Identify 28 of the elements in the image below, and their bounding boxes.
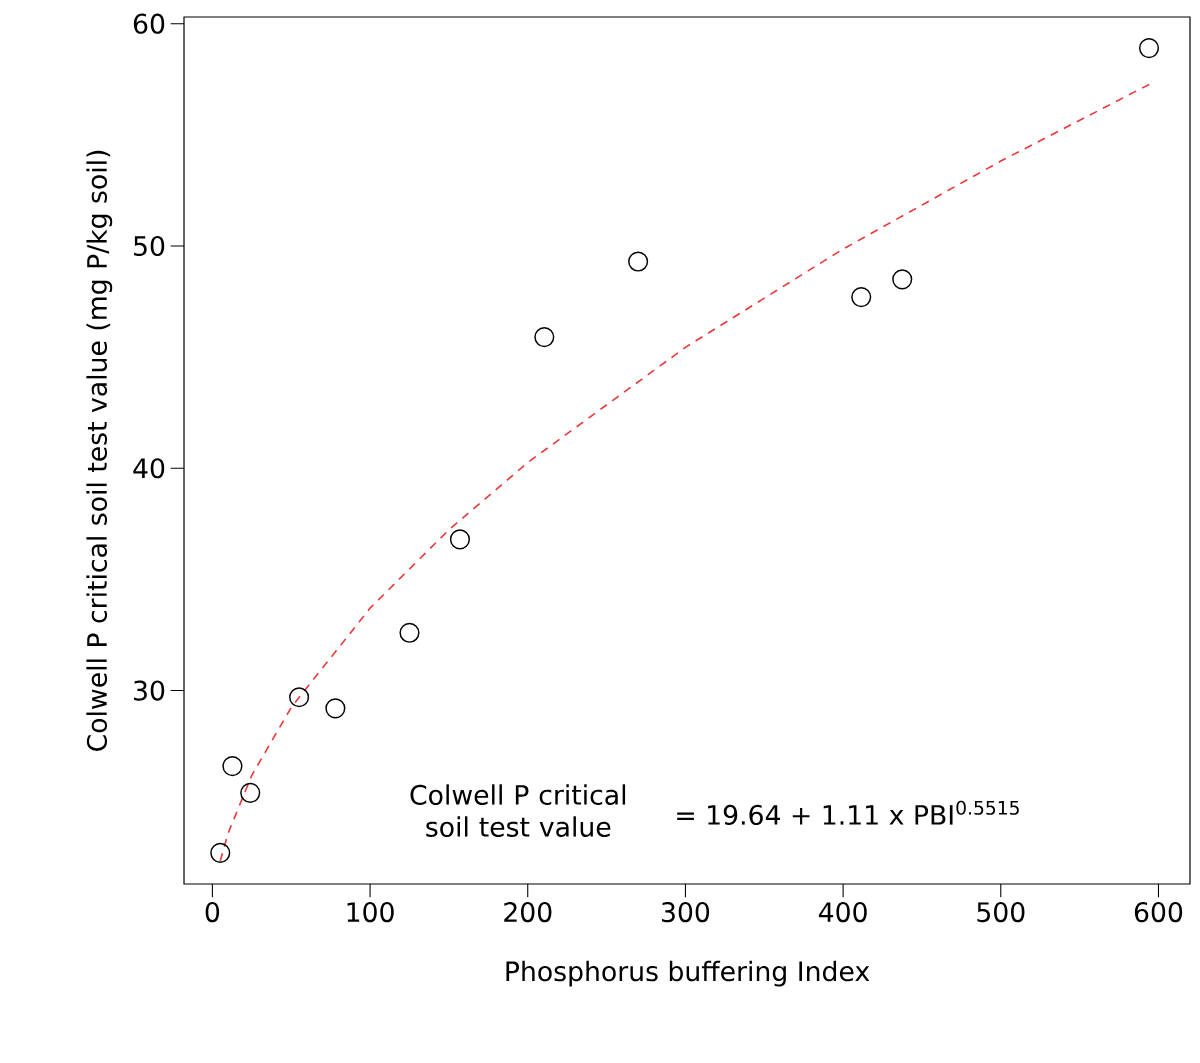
y-axis-title: Colwell P critical soil test value (mg P/kg soil) xyxy=(86,150,113,751)
x-tick-label: 100 xyxy=(347,902,394,923)
point xyxy=(892,269,913,290)
x-tick-label: 400 xyxy=(818,902,867,923)
point xyxy=(851,287,872,308)
x-tick-label: 300 xyxy=(662,902,710,923)
point xyxy=(449,529,471,550)
x-tick-label: 600 xyxy=(1134,902,1183,923)
line-series xyxy=(219,82,1152,862)
point xyxy=(289,687,310,708)
point xyxy=(399,622,420,643)
x-tick-label: 500 xyxy=(977,902,1025,923)
y-tick-label: 30 xyxy=(134,680,165,701)
point xyxy=(1138,38,1160,59)
x-tick-label: 200 xyxy=(504,902,552,923)
x-axis-title: Phosphorus buffering Index xyxy=(506,960,870,987)
point xyxy=(240,782,261,803)
point xyxy=(534,327,555,348)
annotation: Colwell P critical soil test value xyxy=(410,784,626,837)
annotation: = 19.64 + 1.11 x PBI$^{0.5515}$ xyxy=(677,800,1019,825)
point xyxy=(222,756,243,777)
point xyxy=(628,251,649,272)
point xyxy=(325,698,346,719)
y-tick-label: 40 xyxy=(133,458,165,479)
y-tick-label: 50 xyxy=(134,235,165,257)
x-tick-label: 0 xyxy=(205,902,220,923)
y-tick-label: 60 xyxy=(133,13,165,34)
point xyxy=(210,842,231,863)
